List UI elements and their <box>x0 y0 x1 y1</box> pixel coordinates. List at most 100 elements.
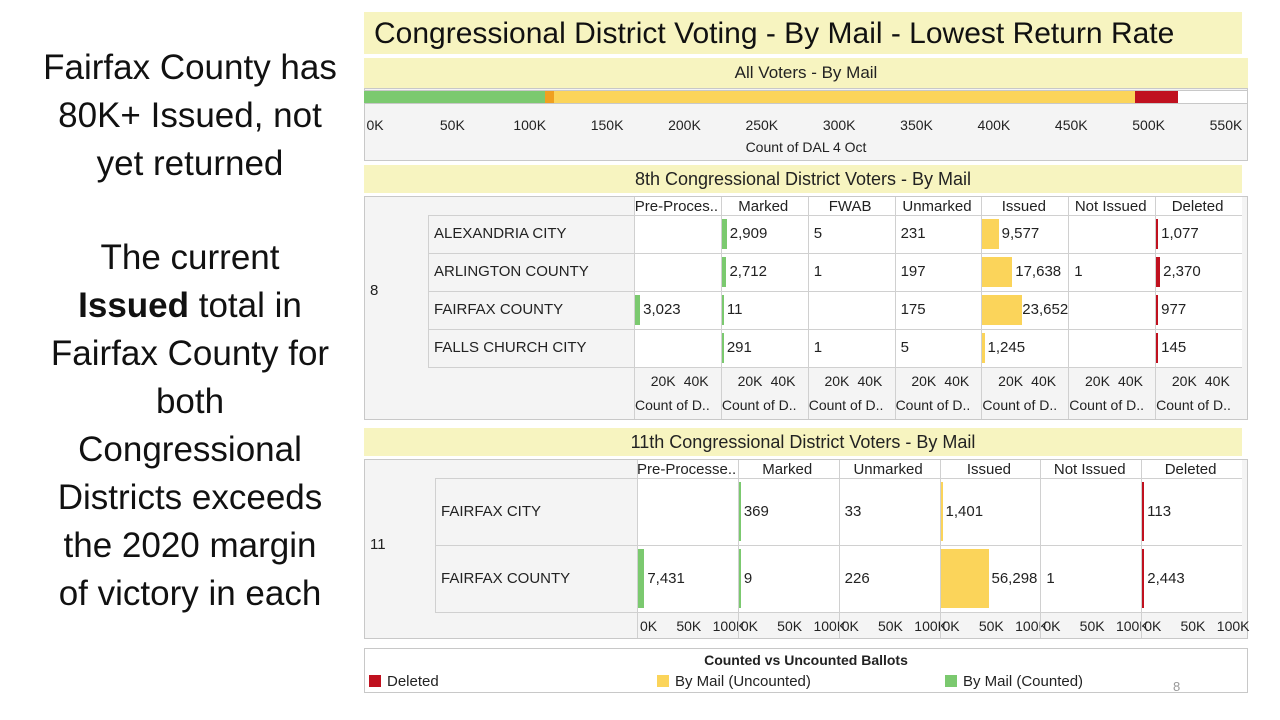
all-voters-segment <box>545 91 555 103</box>
value-label: 17,638 <box>1015 263 1062 280</box>
all-voters-tick-label: 300K <box>822 117 856 133</box>
column-header: Not Issued <box>1053 461 1126 478</box>
summary-fragment: total in <box>189 286 302 325</box>
all-voters-header: All Voters - By Mail <box>364 58 1248 88</box>
value-label: 7,431 <box>647 569 685 587</box>
value-label: 113 <box>1147 502 1172 520</box>
legend-item-counted[interactable]: By Mail (Counted) <box>945 673 1083 690</box>
column-divider <box>939 460 941 638</box>
all-voters-tick-label: 0K <box>366 117 384 133</box>
value-label: 369 <box>743 502 769 520</box>
column-header: Deleted <box>1171 198 1224 215</box>
column-divider <box>737 460 739 638</box>
column-header: FWAB <box>828 198 872 215</box>
column-axis-label: Count of D.. <box>721 397 797 413</box>
left-summary-top: Fairfax County has 80K+ Issued, not yet … <box>20 44 360 188</box>
column-axis-tick: 100K <box>712 618 746 634</box>
column-header: Deleted <box>1164 461 1217 478</box>
column-axis-tick: 20K <box>1171 373 1197 389</box>
column-header: Unmarked <box>853 461 923 478</box>
column-axis-tick: 100K <box>1115 618 1149 634</box>
column-header: Issued <box>966 461 1012 478</box>
row-name: FAIRFAX CITY <box>441 502 542 520</box>
value-label: 291 <box>726 339 752 356</box>
all-voters-tick-label: 450K <box>1054 117 1088 133</box>
value-bar <box>635 295 641 325</box>
all-voters-tick-label: 50K <box>439 117 465 133</box>
summary-line: both <box>155 382 225 421</box>
column-divider <box>1068 197 1070 419</box>
all-voters-tick-label: 200K <box>668 117 701 133</box>
value-label: 197 <box>900 263 926 280</box>
column-axis-tick: 20K <box>824 373 850 389</box>
column-axis-tick: 0K <box>1043 618 1061 634</box>
row-divider <box>428 291 1242 292</box>
column-axis-tick: 100K <box>1015 618 1048 634</box>
column-header: Marked <box>738 198 789 215</box>
value-label: 9 <box>743 569 753 587</box>
value-label: 1,245 <box>987 339 1026 356</box>
value-bar <box>738 482 741 541</box>
all-voters-tick-label: 500K <box>1132 117 1165 133</box>
column-axis-tick: 20K <box>737 373 763 389</box>
column-header: Not Issued <box>1074 198 1147 215</box>
legend-item-uncounted[interactable]: By Mail (Uncounted) <box>657 673 811 690</box>
column-axis-tick: 20K <box>650 373 676 389</box>
value-label: 231 <box>900 225 926 242</box>
column-divider <box>637 460 638 638</box>
all-voters-title: All Voters - By Mail <box>734 63 878 82</box>
column-axis-tick: 40K <box>857 373 883 389</box>
column-axis-tick: 0K <box>1144 618 1162 634</box>
column-axis-tick: 0K <box>841 618 859 634</box>
value-label: 1,077 <box>1161 225 1199 242</box>
value-label: 11 <box>726 301 743 318</box>
column-axis-tick: 20K <box>911 373 937 389</box>
value-bar <box>940 549 989 608</box>
value-label: 1 <box>1074 263 1083 280</box>
value-bar <box>1156 333 1159 363</box>
value-bar <box>638 549 645 608</box>
column-header: Pre-Proces.. <box>634 198 719 215</box>
legend-label: By Mail (Uncounted) <box>675 673 811 690</box>
row-divider <box>428 253 1242 254</box>
summary-line: yet returned <box>96 144 284 183</box>
value-bar <box>738 549 741 608</box>
all-voters-tick-label: 550K <box>1209 117 1243 133</box>
all-voters-segment <box>364 91 546 103</box>
column-axis-tick: 40K <box>1118 373 1143 389</box>
value-label: 2,443 <box>1147 569 1185 587</box>
column-divider <box>634 197 635 419</box>
district-11-header: 11th Congressional District Voters - By … <box>364 428 1242 456</box>
value-label: 3,023 <box>643 301 681 318</box>
value-bar <box>1156 257 1161 287</box>
legend-swatch-deleted <box>369 675 381 687</box>
legend-swatch-uncounted <box>657 675 669 687</box>
dashboard-title: Congressional District Voting - By Mail … <box>364 12 1242 54</box>
value-label: 5 <box>813 225 823 242</box>
value-label: 5 <box>900 339 909 356</box>
value-bar <box>1142 482 1145 541</box>
column-axis-label: Count of D.. <box>982 397 1058 413</box>
value-label: 145 <box>1161 339 1187 356</box>
column-axis-tick: 100K <box>1216 618 1250 634</box>
column-divider <box>720 197 722 419</box>
table-header-area <box>634 197 1242 215</box>
value-bar <box>721 295 724 325</box>
value-label: 2,909 <box>729 225 768 242</box>
row-name: FAIRFAX COUNTY <box>434 301 564 318</box>
summary-line: The current <box>100 238 280 277</box>
value-bar <box>721 333 724 363</box>
district-8-title: 8th Congressional District Voters - By M… <box>634 169 972 189</box>
all-voters-segment <box>554 91 1135 103</box>
value-bar <box>1142 549 1145 608</box>
summary-line: Issued total in <box>20 282 360 330</box>
column-divider <box>807 197 809 419</box>
all-voters-tick-label: 150K <box>590 117 624 133</box>
column-divider <box>1155 197 1157 419</box>
row-divider <box>435 478 1242 479</box>
column-axis-tick: 100K <box>813 618 847 634</box>
all-voters-axis-label: Count of DAL 4 Oct <box>745 139 867 155</box>
legend-swatch-counted <box>945 675 957 687</box>
legend-item-deleted[interactable]: Deleted <box>369 673 439 690</box>
row-divider <box>428 367 1242 368</box>
